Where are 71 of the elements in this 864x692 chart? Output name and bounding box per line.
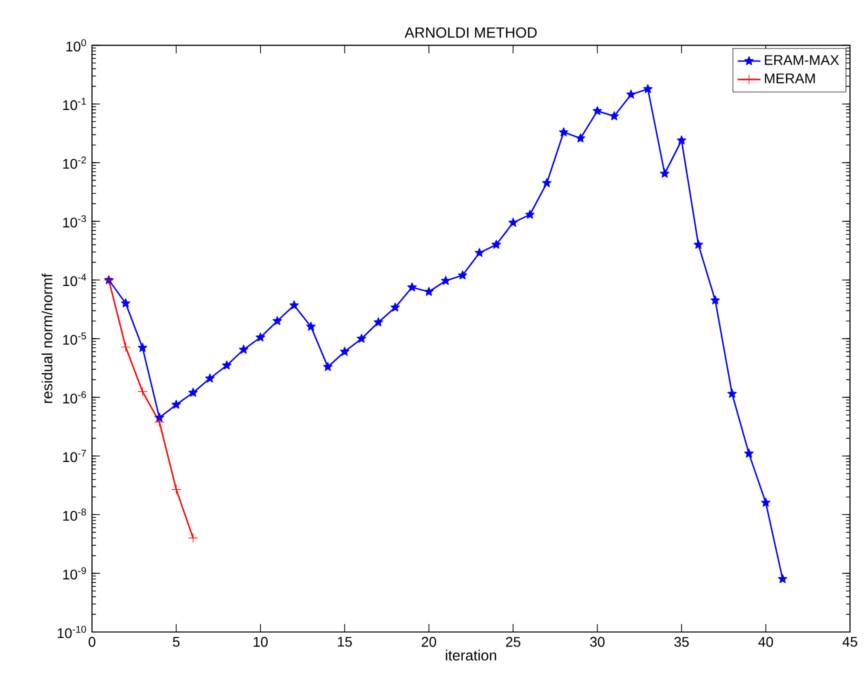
y-tick-label: 10$^{0}$ (66, 39, 86, 52)
x-tick-label: 45 (842, 636, 858, 647)
x-tick-label: 30 (590, 636, 605, 647)
point (138, 386, 148, 397)
point (256, 332, 266, 342)
point (238, 344, 248, 354)
point (171, 484, 182, 494)
point (609, 111, 619, 120)
x-tick-label: 0 (88, 636, 96, 647)
y-tick-label: 10$^{-5}$ (63, 332, 86, 345)
x-tick-label: 5 (172, 636, 180, 647)
x-tick-label: 35 (674, 636, 689, 647)
point (306, 322, 316, 331)
x-axis-title: iteration (446, 650, 496, 661)
point (205, 373, 215, 383)
y-tick-label: 10$^{-4}$ (63, 274, 86, 286)
point (340, 346, 350, 356)
point (374, 317, 384, 326)
point (440, 276, 451, 285)
point (558, 127, 568, 136)
point (592, 106, 602, 116)
x-tick-label: 20 (422, 636, 436, 647)
point (525, 210, 535, 219)
y-tick-label: 10$^{-6}$ (63, 391, 86, 404)
point (188, 388, 198, 397)
point (138, 342, 148, 352)
y-tick-label: 10$^{-3}$ (63, 215, 86, 228)
point (727, 388, 737, 398)
x-tick-label: 10 (254, 636, 268, 647)
point (458, 270, 468, 280)
point (171, 400, 181, 409)
point (542, 178, 552, 188)
chart-title: ARNOLDI METHOD (404, 27, 537, 38)
point (424, 286, 434, 296)
x-tick-label: 40 (758, 636, 774, 647)
point (188, 533, 198, 544)
point (272, 316, 282, 326)
point (323, 362, 333, 372)
point (154, 416, 164, 427)
point (676, 135, 686, 144)
y-tick-label: 10$^{-10}$ (58, 626, 86, 638)
point (154, 412, 164, 422)
point (508, 218, 518, 227)
y-tick-label: 10$^{-1}$ (63, 98, 86, 110)
x-tick-label: 25 (506, 636, 520, 647)
point (710, 295, 720, 304)
point (660, 168, 670, 178)
point (761, 498, 771, 507)
legend-label: ERAM-MAX (764, 55, 839, 65)
y-axis-title: residual norm/normf (42, 273, 52, 403)
point (222, 360, 232, 370)
y-tick-label: 10$^{-2}$ (63, 156, 86, 169)
point (626, 90, 636, 99)
point (120, 342, 131, 352)
point (356, 334, 366, 343)
point (474, 248, 484, 257)
point (694, 240, 704, 249)
point (390, 302, 400, 312)
point (778, 574, 788, 584)
legend-label: MERAM (764, 74, 815, 84)
point (407, 282, 417, 292)
point (744, 448, 754, 458)
x-tick-label: 15 (338, 636, 352, 647)
point (576, 133, 586, 142)
point (643, 84, 653, 94)
y-tick-label: 10$^{-9}$ (63, 567, 86, 580)
y-tick-label: 10$^{-8}$ (63, 508, 86, 521)
point (120, 298, 130, 308)
point (491, 240, 502, 249)
y-tick-label: 10$^{-7}$ (63, 450, 86, 462)
point (289, 300, 299, 310)
